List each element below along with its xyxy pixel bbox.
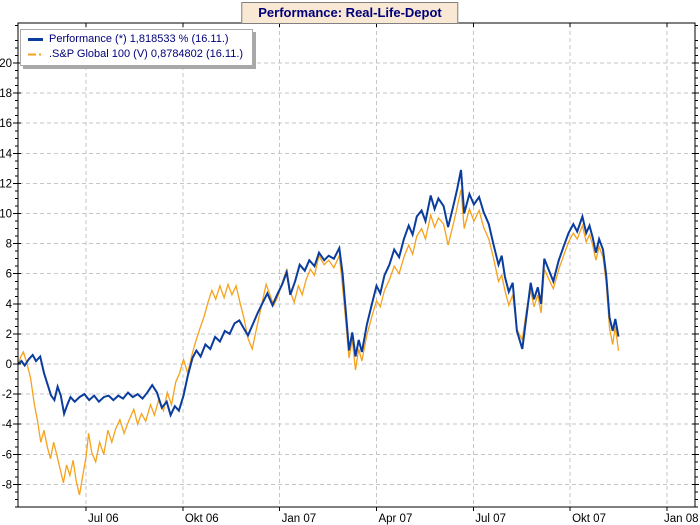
svg-text:10: 10 [0,209,12,221]
svg-text:-4: -4 [2,419,13,431]
legend-label-performance: Performance (*) 1,818533 % (16.11.) [49,33,229,45]
chart-legend: Performance (*) 1,818533 % (16.11.) .S&P… [20,29,254,66]
chart-title: Performance: Real-Life-Depot [258,5,442,20]
legend-item-performance[interactable]: Performance (*) 1,818533 % (16.11.) [27,32,243,47]
svg-text:Apr 07: Apr 07 [378,513,412,525]
svg-text:20: 20 [0,58,12,70]
benchmark-line-sample-icon [28,53,43,56]
legend-label-sp-global-100: .S&P Global 100 (V) 0,8784802 (16.11.) [49,48,244,60]
svg-text:16: 16 [0,118,12,130]
y-axis-labels: -8 -6 -4 -2 0 2 4 6 8 10 12 14 16 18 20 [0,58,13,491]
svg-text:Okt 06: Okt 06 [185,513,219,525]
svg-text:4: 4 [6,299,13,311]
svg-text:-2: -2 [2,389,12,401]
svg-text:0: 0 [6,359,12,371]
svg-text:-6: -6 [2,449,12,461]
svg-text:-8: -8 [2,479,12,491]
series-performance [17,169,620,419]
svg-text:6: 6 [6,269,12,281]
svg-text:Jan 07: Jan 07 [282,513,317,525]
svg-text:18: 18 [0,88,12,100]
grid [19,24,694,506]
x-axis-labels: Jul 06 Okt 06 Jan 07 Apr 07 Jul 07 Okt 07 Jan … [88,513,699,525]
svg-text:8: 8 [6,239,12,251]
series-lines [17,169,620,496]
svg-text:Jul 07: Jul 07 [475,513,506,525]
svg-text:Jul 06: Jul 06 [88,513,119,525]
axes [13,22,699,511]
legend-item-sp-global-100[interactable]: .S&P Global 100 (V) 0,8784802 (16.11.) [27,47,243,62]
performance-line-sample-icon [28,38,43,41]
svg-text:14: 14 [0,148,13,160]
svg-text:Jan 08: Jan 08 [664,513,699,525]
svg-text:12: 12 [0,178,12,190]
svg-text:Okt 07: Okt 07 [572,513,606,525]
svg-text:2: 2 [6,329,12,341]
chart-title-box: Performance: Real-Life-Depot [241,2,459,24]
series-s-p-global-100-v [17,189,620,496]
